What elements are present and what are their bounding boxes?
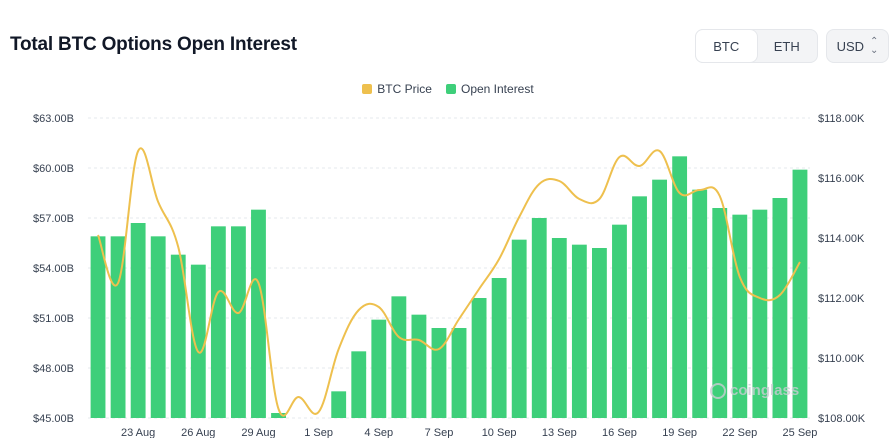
y-right-tick-label: $110.00K	[818, 353, 865, 365]
oi-bar	[110, 236, 126, 418]
oi-bar	[130, 223, 146, 418]
oi-bar	[531, 218, 547, 418]
x-tick-label: 19 Sep	[662, 427, 697, 438]
oi-bar	[431, 328, 447, 418]
legend-item-oi[interactable]: Open Interest	[445, 82, 534, 96]
y-right-tick-label: $114.00K	[818, 233, 865, 245]
oi-bar	[230, 226, 246, 418]
y-left-tick-label: $54.00B	[33, 263, 74, 275]
oi-bar	[792, 169, 808, 418]
x-tick-label: 4 Sep	[364, 427, 393, 438]
oi-bar	[371, 319, 387, 418]
coinglass-logo-icon	[710, 382, 726, 399]
oi-bar	[772, 198, 788, 418]
oi-bar	[511, 239, 527, 418]
oi-bar	[351, 351, 367, 418]
oi-bar	[411, 314, 427, 418]
y-right-tick-label: $118.00K	[818, 113, 865, 125]
btc-price-line	[97, 147, 801, 417]
oi-bar	[571, 244, 587, 418]
y-left-tick-label: $45.00B	[33, 413, 74, 425]
oi-bar	[551, 238, 567, 418]
oi-bar	[712, 208, 728, 418]
y-left-tick-label: $51.00B	[33, 313, 74, 325]
y-left-tick-label: $57.00B	[33, 213, 74, 225]
oi-bar	[331, 391, 347, 418]
x-tick-label: 23 Aug	[121, 427, 155, 438]
oi-bar	[672, 156, 688, 419]
oi-bar	[170, 254, 186, 418]
y-right-tick-label: $108.00K	[818, 413, 866, 425]
oi-bar	[491, 278, 507, 418]
oi-bar	[90, 236, 106, 418]
currency-label: USD	[836, 38, 865, 54]
oi-bar	[471, 298, 487, 418]
watermark: coinglass	[710, 382, 799, 399]
tab-btc[interactable]: BTC	[696, 30, 757, 62]
oi-bar	[271, 413, 286, 418]
y-left-tick-label: $48.00B	[33, 363, 74, 375]
y-right-tick-label: $116.00K	[818, 173, 865, 185]
chevron-up-down-icon: ⌃ ⌄	[870, 36, 879, 56]
x-tick-label: 10 Sep	[482, 427, 517, 438]
legend-swatch-oi	[445, 84, 456, 94]
chart-legend: BTC Price Open Interest	[0, 82, 896, 96]
oi-bar	[591, 248, 607, 418]
oi-bar	[652, 179, 668, 418]
oi-bar	[251, 209, 266, 418]
oi-bar	[190, 264, 206, 418]
tab-eth[interactable]: ETH	[773, 38, 800, 54]
y-left-tick-label: $60.00B	[33, 163, 74, 175]
y-left-tick-label: $63.00B	[33, 113, 74, 125]
asset-toggle: BTC ETH	[695, 29, 818, 63]
legend-swatch-price	[362, 84, 373, 94]
x-tick-label: 25 Sep	[783, 427, 818, 438]
oi-bar	[612, 224, 627, 418]
x-tick-label: 13 Sep	[542, 427, 577, 438]
legend-label-price: BTC Price	[377, 82, 432, 96]
oi-bar	[210, 226, 226, 418]
x-tick-label: 7 Sep	[425, 427, 454, 438]
x-tick-label: 16 Sep	[602, 427, 637, 438]
legend-item-price[interactable]: BTC Price	[362, 82, 432, 96]
oi-bar	[752, 209, 768, 418]
page-title: Total BTC Options Open Interest	[10, 34, 297, 55]
legend-label-oi: Open Interest	[460, 82, 534, 96]
x-tick-label: 22 Sep	[722, 427, 757, 438]
x-tick-label: 1 Sep	[304, 427, 333, 438]
x-tick-label: 29 Aug	[241, 427, 275, 438]
y-right-tick-label: $112.00K	[818, 293, 865, 305]
currency-select[interactable]: USD ⌃ ⌄	[826, 29, 889, 63]
oi-bar	[632, 196, 647, 418]
x-tick-label: 26 Aug	[181, 427, 215, 438]
oi-bar	[150, 236, 166, 418]
oi-bar	[451, 328, 467, 418]
oi-bar	[692, 189, 708, 418]
oi-bar	[391, 296, 407, 418]
watermark-text: coinglass	[730, 382, 800, 399]
